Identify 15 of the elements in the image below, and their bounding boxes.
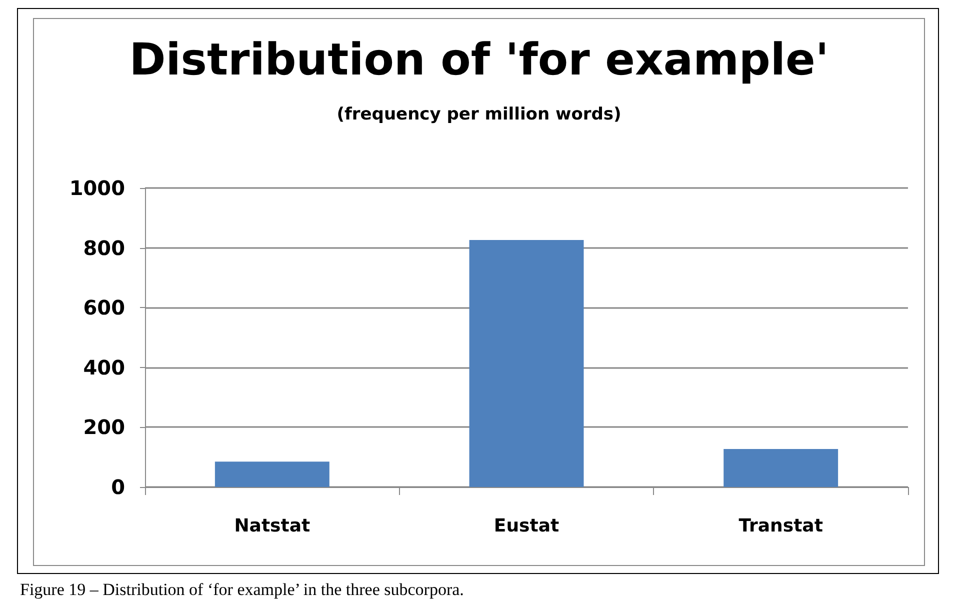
y-tick-label: 0 xyxy=(111,475,125,499)
chart-title: Distribution of 'for example' xyxy=(129,34,829,86)
x-tick-label: Natstat xyxy=(234,516,310,536)
y-tick-label: 600 xyxy=(83,296,125,320)
y-tick-label: 400 xyxy=(83,355,125,380)
bar xyxy=(469,240,584,487)
caption: Figure 19 – Distribution of ‘for example’ in the three subcorpora. xyxy=(20,580,464,600)
y-tick-label: 800 xyxy=(83,236,125,260)
x-tick-label: Transtat xyxy=(738,516,824,536)
x-tick-label: Eustat xyxy=(494,516,560,536)
bar xyxy=(724,449,838,487)
bar xyxy=(214,462,330,487)
y-tick-label: 200 xyxy=(83,415,125,440)
chart-subtitle: (frequency per million words) xyxy=(336,104,622,124)
y-tick-label: 1000 xyxy=(69,176,125,200)
